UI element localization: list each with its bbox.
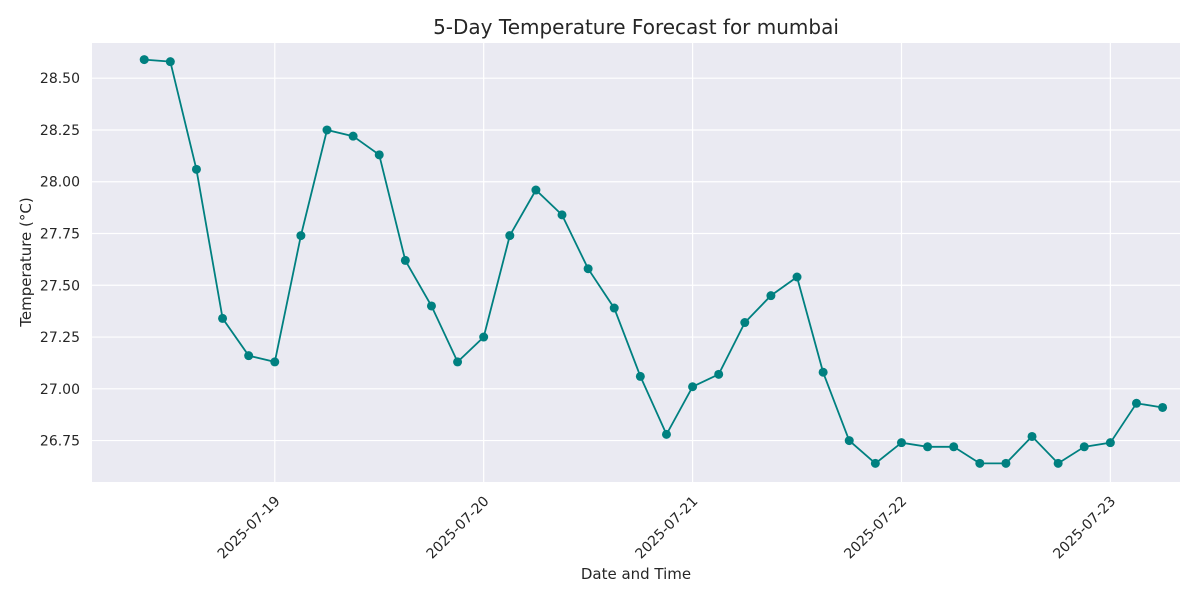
data-point [270,357,280,367]
data-point [218,313,228,323]
x-tick-label: 2025-07-19 [215,494,284,563]
data-point [792,272,802,282]
data-point [1053,458,1063,468]
data-point [844,436,854,446]
chart-title: 5-Day Temperature Forecast for mumbai [433,15,839,39]
data-point [557,210,567,220]
data-point [1158,402,1168,412]
data-point [870,458,880,468]
data-point [714,369,724,379]
plot-area [92,43,1180,482]
y-tick-label: 27.50 [40,278,80,294]
data-points [139,55,1168,468]
data-point [1131,398,1141,408]
y-tick-label: 27.75 [40,227,80,243]
data-point [818,367,828,377]
data-point [635,371,645,381]
y-axis-label: Temperature (°C) [17,197,35,327]
y-tick-label: 27.25 [40,330,80,346]
x-tick-label: 2025-07-22 [841,494,910,563]
data-point [1105,438,1115,448]
data-point [1027,431,1037,441]
data-point [740,318,750,328]
y-tick-label: 28.00 [40,175,80,191]
data-point [296,231,306,241]
x-axis-label: Date and Time [581,565,691,583]
data-point [479,332,489,342]
x-tick-label: 2025-07-21 [633,494,702,563]
data-point [531,185,541,195]
y-tick-label: 28.50 [40,71,80,87]
data-point [165,57,175,67]
data-point [426,301,436,311]
y-tick-label: 27.00 [40,382,80,398]
series-line [144,58,1163,465]
x-tick-labels: 2025-07-19 2025-07-20 2025-07-21 2025-07-22… [215,494,1119,563]
data-point [1001,458,1011,468]
data-point [661,429,671,439]
data-point [583,264,593,274]
data-point [949,442,959,452]
data-point [400,255,410,265]
data-point [688,382,698,392]
data-point [139,55,149,65]
data-point [896,438,906,448]
data-point [766,291,776,301]
data-point [244,351,254,361]
data-point [609,303,619,313]
data-point [975,458,985,468]
data-point [505,231,515,241]
data-point [1079,442,1089,452]
y-tick-label: 28.25 [40,123,80,139]
data-point [322,125,332,135]
data-point [923,442,933,452]
data-point [453,357,463,367]
data-point [191,164,201,174]
y-tick-label: 26.75 [40,434,80,450]
data-point [348,131,358,141]
y-gridlines [92,77,1180,442]
x-gridlines [274,43,1111,482]
x-tick-label: 2025-07-20 [424,494,493,563]
data-point [374,150,384,160]
x-tick-label: 2025-07-23 [1050,494,1119,563]
y-tick-labels: 26.75 27.00 27.25 27.50 27.75 28.00 28.25 28.50 [40,71,80,449]
